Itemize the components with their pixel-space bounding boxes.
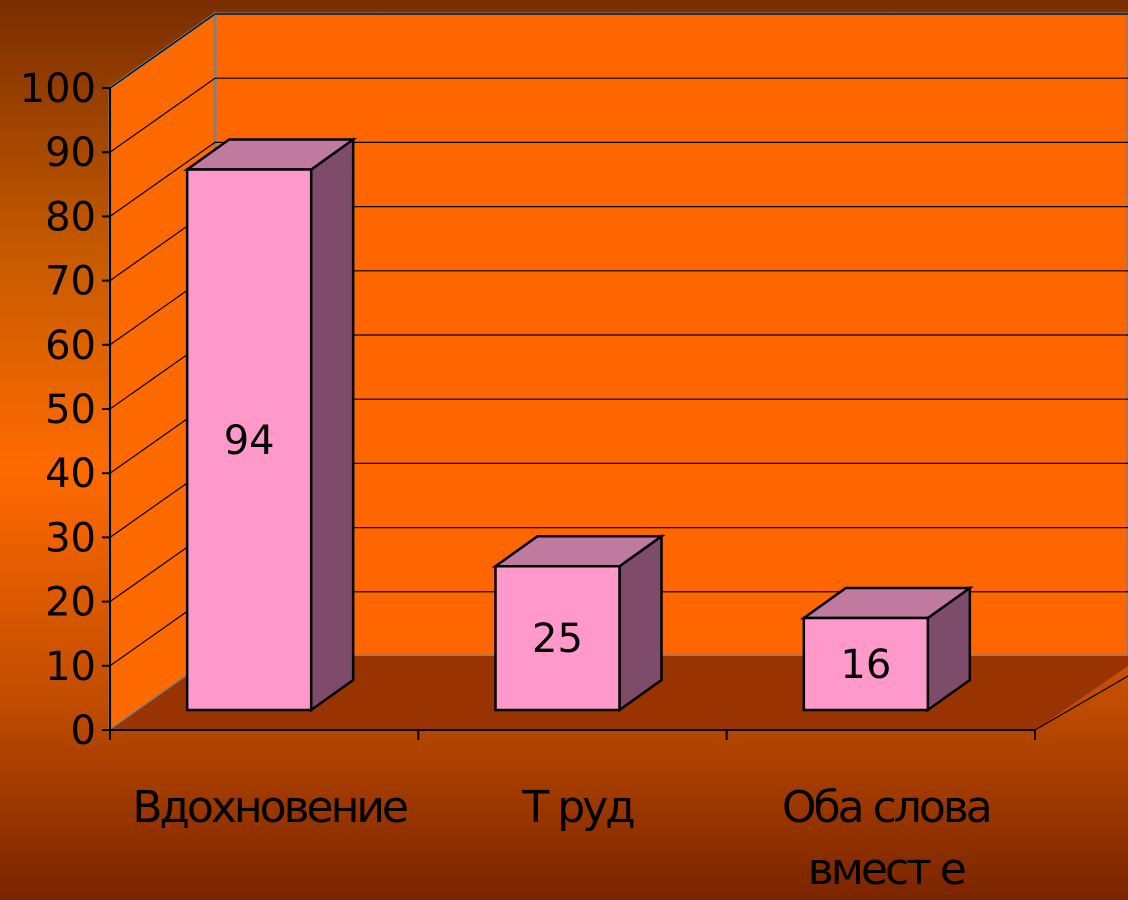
- y-tick-label: 90: [45, 130, 96, 176]
- chart-gridlines: [109, 13, 1128, 667]
- category-label-1: Вдохновение: [132, 782, 407, 833]
- floor-edge: [1034, 675, 1128, 731]
- x-axis: [109, 675, 1128, 740]
- y-tick-label: 100: [20, 66, 96, 112]
- data-labels: 94 25 16: [224, 418, 892, 688]
- y-tick-label: 50: [45, 387, 96, 433]
- y-axis: 0 10 20 30 40 50 60 70 80 90 100: [20, 66, 111, 754]
- bar-front-face: [494, 565, 621, 712]
- bar-side-face: [309, 137, 355, 713]
- bar-2: [491, 533, 666, 713]
- data-label-2: 25: [532, 616, 583, 662]
- category-labels: Вдохновение Т руд Оба слова вмест е: [132, 782, 992, 895]
- category-label-3: вмест е: [808, 844, 965, 895]
- bar-3: [799, 585, 974, 713]
- y-tick-label: 40: [45, 451, 96, 497]
- y-tick-label: 10: [45, 644, 96, 690]
- data-label-3: 16: [840, 642, 891, 688]
- y-tick-label: 0: [71, 708, 96, 754]
- data-label-1: 94: [224, 418, 275, 464]
- category-label-2: Т руд: [521, 782, 634, 833]
- bar-1: [183, 137, 358, 713]
- y-tick-label: 30: [45, 515, 96, 561]
- bar-front-face: [185, 168, 313, 712]
- y-tick-label: 60: [45, 323, 96, 369]
- bar-series: [183, 137, 974, 713]
- side-gridline: [109, 141, 216, 217]
- bar-front-face: [802, 616, 930, 712]
- y-tick-label: 70: [45, 259, 96, 305]
- side-gridline: [109, 13, 216, 89]
- category-label-3: Оба слова: [782, 782, 990, 833]
- side-gridline: [109, 77, 216, 153]
- y-tick-label: 80: [45, 194, 96, 240]
- y-tick-label: 20: [45, 580, 96, 626]
